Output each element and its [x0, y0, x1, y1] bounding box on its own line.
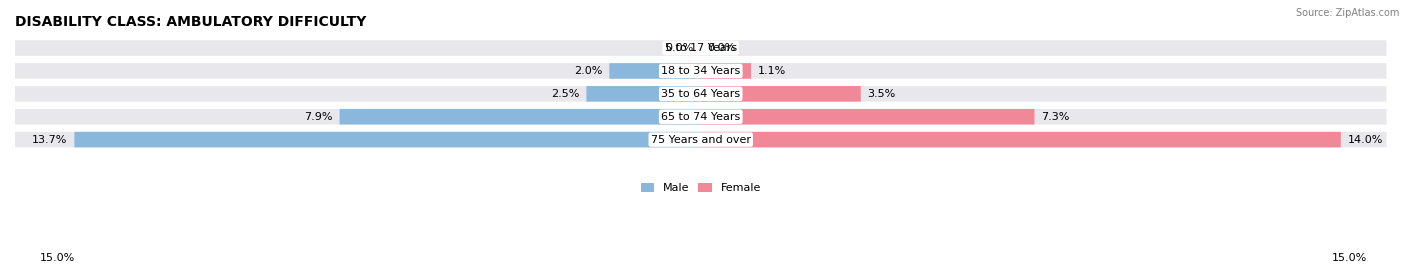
FancyBboxPatch shape	[609, 63, 700, 79]
FancyBboxPatch shape	[15, 40, 1386, 56]
Text: 0.0%: 0.0%	[665, 43, 695, 53]
Text: DISABILITY CLASS: AMBULATORY DIFFICULTY: DISABILITY CLASS: AMBULATORY DIFFICULTY	[15, 15, 367, 29]
Text: 13.7%: 13.7%	[32, 135, 67, 145]
Text: 14.0%: 14.0%	[1347, 135, 1384, 145]
FancyBboxPatch shape	[75, 132, 700, 147]
FancyBboxPatch shape	[700, 63, 751, 79]
FancyBboxPatch shape	[340, 109, 700, 125]
Legend: Male, Female: Male, Female	[641, 183, 761, 193]
Text: 2.5%: 2.5%	[551, 89, 579, 99]
FancyBboxPatch shape	[15, 109, 1386, 125]
FancyBboxPatch shape	[700, 86, 860, 102]
FancyBboxPatch shape	[700, 109, 1035, 125]
Text: 0.0%: 0.0%	[707, 43, 735, 53]
FancyBboxPatch shape	[15, 63, 1386, 79]
Text: 75 Years and over: 75 Years and over	[651, 135, 751, 145]
Text: 35 to 64 Years: 35 to 64 Years	[661, 89, 741, 99]
Text: 18 to 34 Years: 18 to 34 Years	[661, 66, 741, 76]
Text: 7.9%: 7.9%	[304, 112, 333, 122]
Text: 3.5%: 3.5%	[868, 89, 896, 99]
Text: 65 to 74 Years: 65 to 74 Years	[661, 112, 741, 122]
Text: Source: ZipAtlas.com: Source: ZipAtlas.com	[1295, 8, 1399, 18]
FancyBboxPatch shape	[700, 132, 1341, 147]
FancyBboxPatch shape	[586, 86, 700, 102]
FancyBboxPatch shape	[15, 86, 1386, 102]
FancyBboxPatch shape	[15, 132, 1386, 147]
Text: 15.0%: 15.0%	[39, 253, 75, 263]
Text: 2.0%: 2.0%	[574, 66, 602, 76]
Text: 5 to 17 Years: 5 to 17 Years	[665, 43, 737, 53]
Text: 15.0%: 15.0%	[1331, 253, 1367, 263]
Text: 1.1%: 1.1%	[758, 66, 786, 76]
Text: 7.3%: 7.3%	[1042, 112, 1070, 122]
